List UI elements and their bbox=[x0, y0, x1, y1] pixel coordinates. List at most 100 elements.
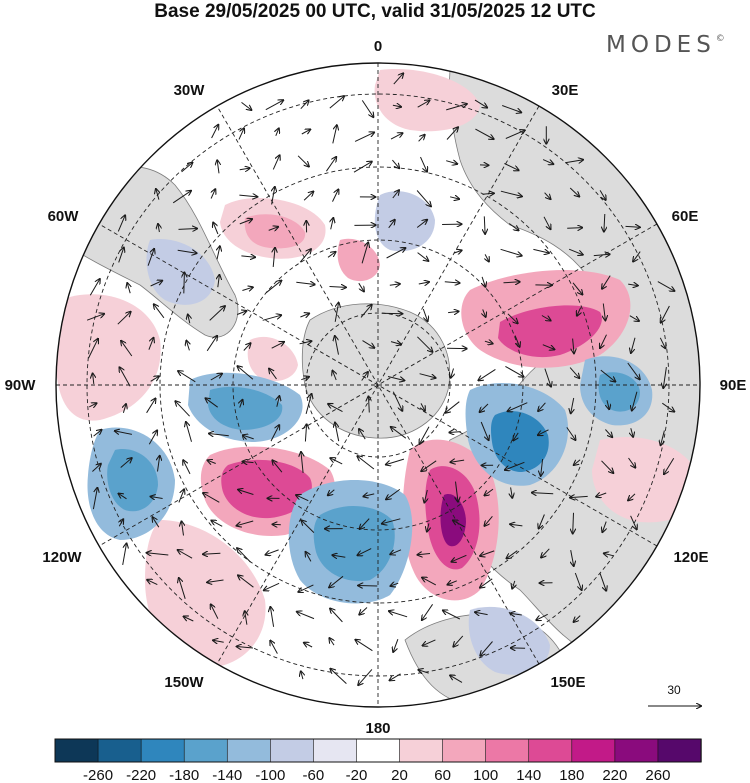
reference-vector-label: 30 bbox=[667, 683, 681, 697]
wind-arrow bbox=[661, 430, 665, 446]
wind-arrow bbox=[330, 458, 343, 465]
wind-arrow bbox=[508, 402, 528, 412]
wind-arrow bbox=[241, 256, 255, 257]
colorbar: -260 -220 -180 -140 -100 -60 -20 20 60 100 140 180 2… bbox=[54, 738, 702, 783]
wind-arrow bbox=[239, 168, 250, 170]
wind-arrow bbox=[359, 607, 368, 615]
label-lon-120w: 120W bbox=[42, 549, 82, 566]
wind-arrow bbox=[480, 403, 489, 412]
anomaly-neg-5-core bbox=[598, 372, 640, 412]
colorbar-swatch bbox=[270, 738, 315, 763]
wind-arrow bbox=[478, 368, 496, 380]
wind-arrow bbox=[361, 243, 368, 264]
wind-arrow bbox=[206, 336, 217, 352]
wind-arrow bbox=[390, 342, 401, 345]
label-lon-30e: 30E bbox=[552, 82, 579, 99]
wind-arrow bbox=[268, 227, 278, 231]
wind-arrow bbox=[500, 248, 522, 255]
label-lon-150w: 150W bbox=[164, 674, 204, 691]
wind-arrow bbox=[238, 366, 254, 380]
wind-arrow bbox=[420, 156, 428, 172]
wind-arrow bbox=[573, 512, 574, 534]
wind-arrow bbox=[150, 376, 159, 382]
wind-arrow bbox=[633, 251, 641, 262]
wind-arrow bbox=[272, 155, 279, 170]
wind-arrow bbox=[237, 548, 251, 563]
wind-arrow bbox=[118, 248, 124, 263]
wind-arrow bbox=[391, 427, 407, 439]
colorbar-swatch bbox=[528, 738, 573, 763]
wind-arrow bbox=[330, 609, 343, 623]
wind-arrow bbox=[599, 572, 606, 591]
colorbar-tick-label: -20 bbox=[346, 767, 368, 783]
wind-arrow bbox=[662, 402, 674, 411]
wind-arrow bbox=[115, 431, 133, 435]
wind-arrow bbox=[419, 373, 436, 378]
wind-arrow bbox=[329, 287, 346, 288]
wind-arrow bbox=[271, 342, 284, 349]
colorbar-tick-label: -220 bbox=[126, 767, 156, 783]
wind-arrow bbox=[151, 497, 163, 499]
colorbar-swatch bbox=[657, 738, 702, 763]
colorbar-tick-label: -60 bbox=[303, 767, 325, 783]
colorbar-tick-label: 140 bbox=[516, 767, 541, 783]
graticule bbox=[56, 63, 700, 707]
wind-arrow bbox=[238, 575, 254, 588]
wind-arrow bbox=[360, 518, 370, 529]
wind-arrow bbox=[211, 604, 219, 619]
wind-arrow bbox=[88, 339, 99, 359]
wind-arrow bbox=[390, 673, 401, 681]
colorbar-swatch bbox=[356, 738, 401, 763]
wind-arrow bbox=[327, 252, 336, 258]
colorbar-tick-label: 60 bbox=[434, 767, 451, 783]
wind-arrow bbox=[574, 615, 581, 622]
wind-arrow bbox=[448, 581, 457, 585]
wind-arrow bbox=[480, 421, 488, 440]
wind-arrow bbox=[505, 130, 525, 139]
wind-arrow bbox=[269, 369, 277, 380]
wind-arrow bbox=[423, 639, 436, 646]
wind-arrow bbox=[178, 371, 196, 383]
modes-logo-text: MODES bbox=[606, 32, 716, 58]
wind-arrow bbox=[485, 254, 489, 261]
wind-arrow bbox=[186, 422, 192, 442]
wind-arrow bbox=[332, 190, 339, 202]
wind-arrow bbox=[361, 100, 373, 117]
wind-arrow bbox=[541, 458, 543, 476]
wind-arrow bbox=[445, 401, 460, 413]
wind-arrow bbox=[245, 611, 247, 625]
colorbar-swatch bbox=[183, 738, 228, 763]
wind-arrow bbox=[92, 464, 101, 472]
wind-arrow bbox=[513, 432, 519, 441]
wind-arrow bbox=[182, 521, 184, 536]
wind-arrow bbox=[359, 429, 366, 440]
wind-arrow bbox=[505, 461, 525, 470]
anomaly-neg-2-core bbox=[491, 411, 549, 472]
wind-arrow bbox=[369, 396, 370, 413]
meridian-labels: 0 30E 60E 90E 120E 150E 180 150W 120W 90… bbox=[5, 38, 747, 737]
wind-arrow bbox=[148, 431, 157, 445]
wind-arrow bbox=[500, 190, 522, 196]
wind-arrow bbox=[510, 613, 522, 615]
wind-arrow bbox=[120, 367, 131, 387]
wind-arrow bbox=[357, 456, 375, 470]
anomaly-neg-6 bbox=[374, 191, 435, 252]
wind-arrow bbox=[265, 281, 281, 294]
wind-arrow bbox=[628, 284, 638, 286]
wind-arrow bbox=[266, 549, 279, 555]
wind-arrow bbox=[630, 515, 637, 530]
wind-arrow bbox=[213, 640, 224, 642]
wind-arrow bbox=[485, 515, 493, 526]
wind-arrow bbox=[243, 435, 254, 439]
wind-arrow bbox=[539, 514, 545, 529]
wind-arrow bbox=[392, 105, 401, 107]
wind-arrow bbox=[386, 458, 405, 465]
wind-arrow bbox=[240, 400, 243, 408]
wind-arrow bbox=[512, 580, 515, 589]
wind-arrow bbox=[416, 190, 431, 207]
wind-arrow bbox=[602, 275, 611, 289]
colorbar-frame bbox=[54, 738, 702, 763]
wind-arrow bbox=[153, 517, 160, 528]
wind-arrow bbox=[422, 308, 427, 321]
wind-arrow bbox=[627, 362, 640, 379]
